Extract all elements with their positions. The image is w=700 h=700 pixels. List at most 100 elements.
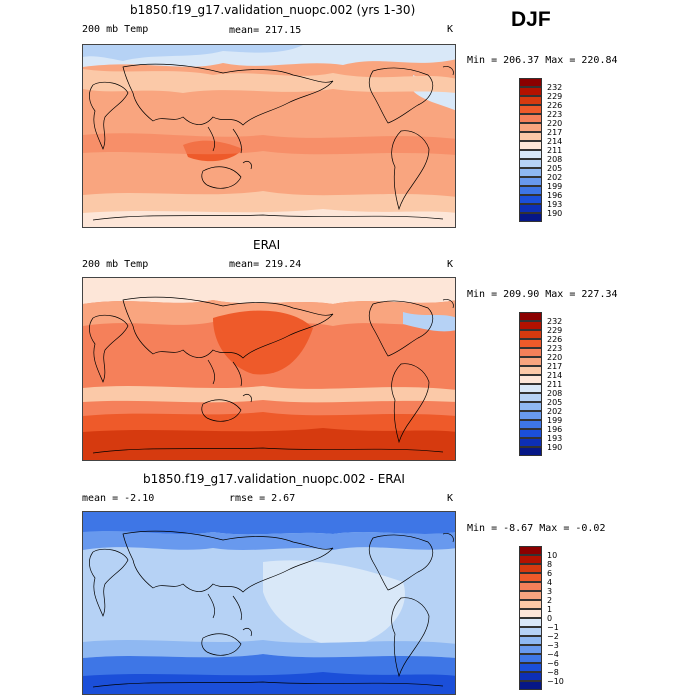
- colorbar-swatch: [519, 339, 542, 348]
- colorbar-swatch: [519, 429, 542, 438]
- colorbar-swatch: [519, 402, 542, 411]
- coastlines: [89, 296, 454, 454]
- colorbar-label: 211: [547, 379, 563, 389]
- colorbar-label: −8: [547, 667, 559, 677]
- panel-2-colorbar: 232 229 226 223 220 217 214 211 208 205 202 199 196 1…: [519, 312, 562, 456]
- coastlines: [89, 63, 454, 221]
- colorbar-swatch: [519, 564, 542, 573]
- colorbar-swatch: [519, 366, 542, 375]
- colorbar-swatch: [519, 393, 542, 402]
- colorbar-swatch: [519, 447, 542, 456]
- colorbar-swatch: [519, 312, 542, 321]
- cold-band: [83, 531, 455, 550]
- colorbar-label: 10: [547, 550, 558, 560]
- panel-1-variable: 200 mb Temp: [82, 24, 149, 35]
- panel-2-range: Min = 209.90 Max = 227.34: [467, 289, 618, 300]
- colorbar-label: −3: [547, 640, 559, 650]
- colorbar-swatch: [519, 186, 542, 195]
- colorbar-swatch: [519, 591, 542, 600]
- colorbar-swatch: [519, 663, 542, 672]
- colorbar-swatch: [519, 600, 542, 609]
- colorbar-label: 229: [547, 325, 563, 335]
- colorbar-label: 232: [547, 82, 563, 92]
- cold-band: [83, 640, 455, 658]
- colorbar-label: 214: [547, 136, 563, 146]
- colorbar-swatch: [519, 546, 542, 555]
- panel-1-title: b1850.f19_g17.validation_nuopc.002 (yrs …: [130, 3, 416, 17]
- colorbar-label: 205: [547, 163, 563, 173]
- colorbar-swatch: [519, 141, 542, 150]
- warm-region: [213, 310, 313, 375]
- panel-3-colorbar: 10 8 6 4 3 2 1 0 −1 −2 −3 −4 −6 −8 −10: [519, 546, 564, 690]
- colorbar-label: 220: [547, 118, 563, 128]
- panel-1-colorbar: 232 229 226 223 220 217 214 211 208 205 202 199 196 1…: [519, 78, 562, 222]
- warm-band: [83, 133, 455, 155]
- panel-2-unit: K: [447, 259, 454, 270]
- colorbar-swatch: [519, 672, 542, 681]
- colorbar-swatch: [519, 177, 542, 186]
- colorbar-label: 2: [547, 595, 553, 605]
- warm-band: [83, 69, 455, 93]
- colorbar-swatch: [519, 384, 542, 393]
- colorbar-label: 229: [547, 91, 563, 101]
- colorbar-label: 226: [547, 100, 563, 110]
- colorbar-swatch: [519, 132, 542, 141]
- cold-region: [83, 45, 303, 61]
- colorbar-swatch: [519, 645, 542, 654]
- colorbar-swatch: [519, 168, 542, 177]
- panel-2-variable: 200 mb Temp: [82, 259, 149, 270]
- colorbar-label: 3: [547, 586, 553, 596]
- colorbar-swatch: [519, 411, 542, 420]
- colorbar-label: 0: [547, 613, 553, 623]
- colorbar-swatch: [519, 609, 542, 618]
- colorbar-label: 8: [547, 559, 553, 569]
- colorbar-label: 4: [547, 577, 553, 587]
- colorbar-swatch: [519, 627, 542, 636]
- colorbar-label: 202: [547, 406, 563, 416]
- panel-3-rmse: rmse = 2.67: [229, 493, 296, 504]
- season-label: DJF: [511, 8, 551, 31]
- colorbar-swatch: [519, 654, 542, 663]
- warm-band: [83, 209, 455, 227]
- colorbar-label: 6: [547, 568, 553, 578]
- colorbar-label: −2: [547, 631, 559, 641]
- panel-3-unit: K: [447, 493, 454, 504]
- colorbar-swatch: [519, 159, 542, 168]
- panel-3-title: b1850.f19_g17.validation_nuopc.002 - ERA…: [143, 472, 405, 486]
- colorbar-swatch: [519, 87, 542, 96]
- colorbar-swatch: [519, 573, 542, 582]
- colorbar-label: 190: [547, 208, 563, 218]
- panel-3-range: Min = -8.67 Max = -0.02: [467, 523, 606, 534]
- colorbar-label: 223: [547, 109, 563, 119]
- panel-2-mean: mean= 219.24: [229, 259, 302, 270]
- panel-1-map: [82, 44, 456, 228]
- cold-region: [83, 278, 455, 304]
- colorbar-label: 202: [547, 172, 563, 182]
- colorbar-swatch: [519, 438, 542, 447]
- colorbar-label: 199: [547, 181, 563, 191]
- colorbar-label: 223: [547, 343, 563, 353]
- coastlines: [89, 530, 454, 688]
- colorbar-label: 220: [547, 352, 563, 362]
- colorbar-swatch: [519, 195, 542, 204]
- panel-3-mean: mean = -2.10: [82, 493, 155, 504]
- colorbar-label: 190: [547, 442, 563, 452]
- colorbar-label: −6: [547, 658, 559, 668]
- cold-region: [83, 512, 455, 535]
- colorbar-label: 226: [547, 334, 563, 344]
- colorbar-swatch: [519, 330, 542, 339]
- colorbar-swatch: [519, 78, 542, 87]
- colorbar-label: 232: [547, 316, 563, 326]
- panel-2-map: [82, 277, 456, 461]
- colorbar-label: 193: [547, 433, 563, 443]
- colorbar-label: 205: [547, 397, 563, 407]
- colorbar-swatch: [519, 420, 542, 429]
- colorbar-swatch: [519, 213, 542, 222]
- colorbar-swatch: [519, 105, 542, 114]
- colorbar-swatch: [519, 150, 542, 159]
- colorbar-swatch: [519, 348, 542, 357]
- colorbar-label: −1: [547, 622, 559, 632]
- colorbar-swatch: [519, 375, 542, 384]
- colorbar-swatch: [519, 96, 542, 105]
- colorbar-swatch: [519, 681, 542, 690]
